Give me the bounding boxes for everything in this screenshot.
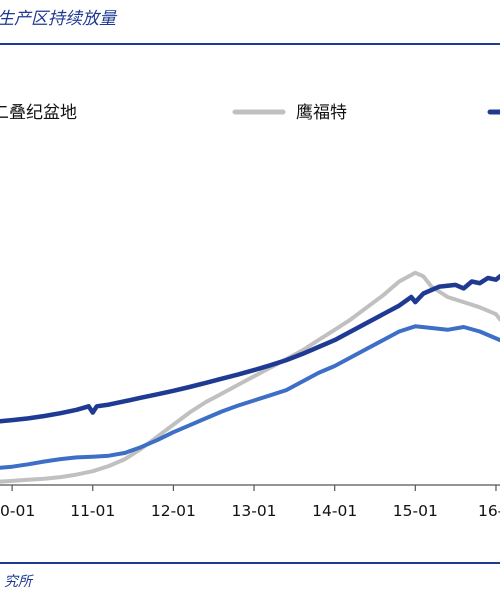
legend-label-permian: 二叠纪盆地 — [0, 103, 77, 123]
x-tick-label-6: 16- — [478, 502, 500, 520]
x-tick-label-1: 11-01 — [70, 502, 115, 520]
x-tick-label-0: 0-01 — [0, 502, 35, 520]
chart-title: 生产区持续放量 — [0, 9, 118, 29]
series-line-0 — [0, 274, 500, 424]
series-line-2 — [0, 324, 500, 470]
x-tick-label-3: 13-01 — [232, 502, 277, 520]
x-tick-label-5: 15-01 — [393, 502, 438, 520]
x-tick-label-4: 14-01 — [312, 502, 357, 520]
x-axis: 0-01 11-01 12-01 13-01 14-01 15-01 16- — [0, 484, 500, 520]
series-line-1 — [0, 270, 500, 484]
plot-area — [0, 270, 500, 484]
legend-label-eagle-ford: 鹰福特 — [296, 103, 347, 123]
legend: 二叠纪盆地 鹰福特 — [0, 103, 500, 123]
x-tick-label-2: 12-01 — [151, 502, 196, 520]
source-note: 究所 — [4, 574, 34, 590]
